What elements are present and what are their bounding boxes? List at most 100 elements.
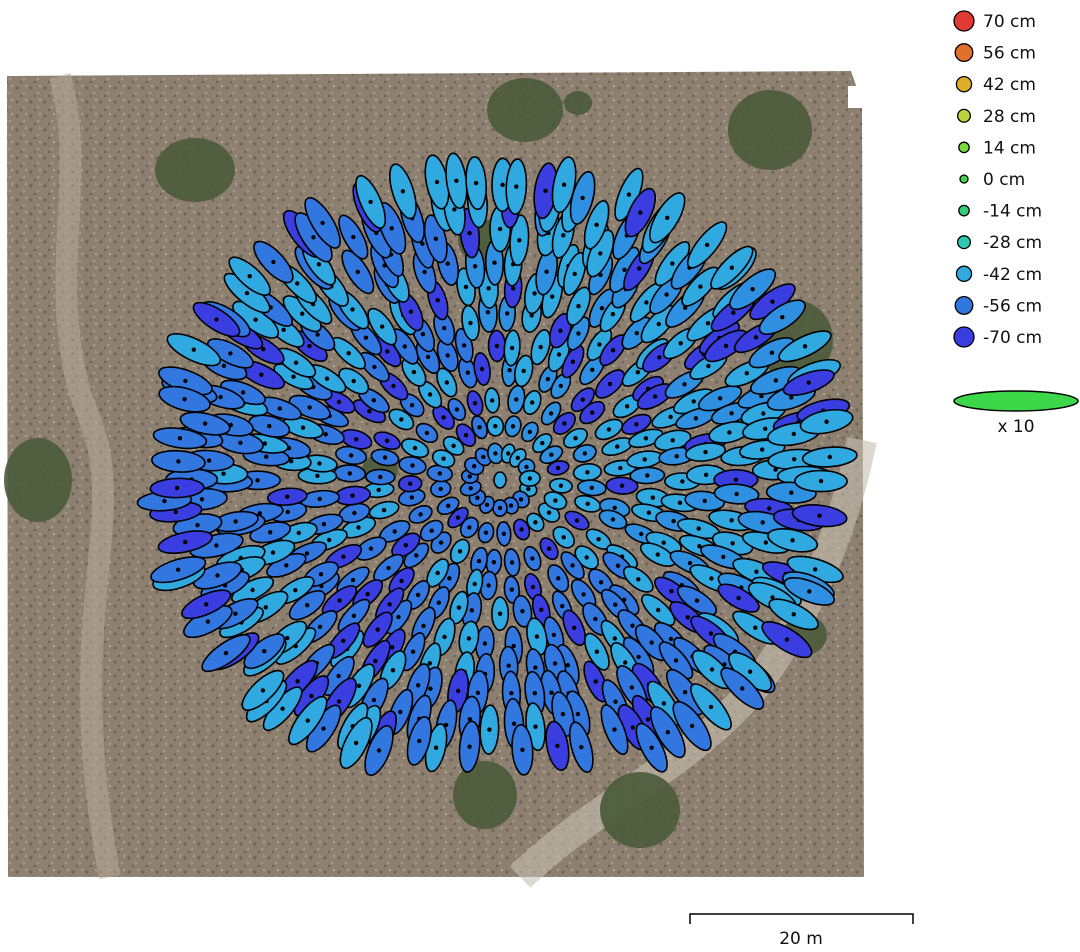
camera-position-dot <box>729 518 734 523</box>
camera-position-dot <box>400 189 406 194</box>
camera-position-dot <box>506 451 511 456</box>
camera-position-dot <box>240 390 246 395</box>
camera-position-dot <box>562 421 567 426</box>
camera-position-dot <box>410 649 416 654</box>
camera-position-dot <box>670 438 675 443</box>
camera-position-dot <box>517 238 522 243</box>
camera-position-dot <box>402 344 407 349</box>
camera-position-dot <box>519 527 524 532</box>
camera-position-dot <box>594 649 600 654</box>
camera-position-dot <box>375 627 380 632</box>
camera-position-dot <box>267 423 272 429</box>
camera-position-dot <box>373 658 378 664</box>
camera-position-dot <box>296 530 301 536</box>
camera-position-dot <box>630 725 636 730</box>
camera-position-dot <box>422 269 427 275</box>
camera-position-dot <box>767 506 772 511</box>
camera-position-dot <box>572 625 577 630</box>
camera-position-dot <box>261 347 266 352</box>
camera-position-dot <box>482 641 488 646</box>
camera-position-dot <box>195 523 200 528</box>
camera-position-dot <box>582 451 587 456</box>
camera-position-dot <box>635 370 640 375</box>
camera-position-dot <box>270 550 276 555</box>
camera-position-dot <box>560 711 566 717</box>
camera-position-dot <box>546 510 552 515</box>
camera-position-dot <box>817 513 822 518</box>
legend-label: -56 cm <box>983 296 1042 316</box>
legend-swatch <box>958 204 970 217</box>
camera-position-dot <box>664 292 669 297</box>
camera-position-dot <box>481 454 486 460</box>
camera-position-dot <box>176 459 181 464</box>
camera-position-dot <box>511 286 516 291</box>
scale-ellipse <box>953 390 1079 412</box>
camera-position-dot <box>610 517 616 522</box>
camera-position-dot <box>644 300 649 305</box>
camera-position-dot <box>570 563 575 568</box>
camera-position-dot <box>556 352 562 357</box>
camera-position-dot <box>630 623 635 628</box>
camera-position-dot <box>514 397 519 402</box>
camera-position-dot <box>508 503 514 508</box>
camera-position-dot <box>173 509 178 515</box>
camera-position-dot <box>646 510 652 515</box>
camera-position-dot <box>316 262 322 267</box>
camera-position-dot <box>532 691 537 696</box>
camera-position-dot <box>594 222 599 227</box>
camera-position-dot <box>593 679 598 684</box>
legend-swatch <box>956 108 972 123</box>
camera-position-dot <box>497 505 503 511</box>
camera-position-dot <box>285 494 290 499</box>
camera-position-dot <box>790 538 795 543</box>
camera-position-dot <box>348 453 354 458</box>
camera-position-dot <box>612 636 617 641</box>
camera-position-dot <box>466 636 472 641</box>
camera-position-dot <box>455 515 461 520</box>
photo-gap <box>848 86 864 108</box>
legend-swatch <box>956 235 972 250</box>
camera-position-dot <box>555 465 561 471</box>
camera-position-dot <box>399 417 404 422</box>
camera-position-dot <box>558 383 563 389</box>
camera-position-dot <box>677 500 683 505</box>
camera-position-dot <box>509 691 514 696</box>
camera-position-dot <box>454 178 459 183</box>
camera-position-dot <box>472 264 478 269</box>
camera-position-dot <box>427 392 433 397</box>
camera-position-dot <box>665 730 670 735</box>
camera-position-dot <box>476 558 482 564</box>
camera-position-dot <box>262 649 267 654</box>
camera-position-dot <box>590 367 595 372</box>
camera-position-dot <box>336 399 342 405</box>
camera-position-dot <box>733 477 739 482</box>
camera-position-dot <box>293 360 299 365</box>
camera-position-dot <box>293 588 298 593</box>
camera-position-dot <box>780 315 785 320</box>
camera-position-dot <box>500 182 505 187</box>
camera-position-dot <box>637 266 642 271</box>
camera-position-dot <box>409 495 414 500</box>
camera-position-dot <box>678 341 683 346</box>
camera-position-dot <box>552 661 558 666</box>
camera-position-dot <box>403 543 408 548</box>
camera-position-dot <box>291 374 296 379</box>
camera-position-dot <box>300 311 305 316</box>
camera-position-dot <box>438 540 444 545</box>
camera-position-dot <box>580 397 585 402</box>
camera-position-dot <box>533 520 538 525</box>
camera-position-dot <box>472 581 477 587</box>
camera-position-dot <box>682 690 688 695</box>
camera-position-dot <box>520 747 525 752</box>
camera-position-dot <box>606 427 612 432</box>
camera-position-dot <box>376 487 381 493</box>
camera-position-dot <box>307 343 312 349</box>
camera-position-dot <box>656 321 661 327</box>
camera-position-dot <box>763 426 768 431</box>
camera-position-dot <box>703 449 708 455</box>
camera-position-dot <box>618 465 623 471</box>
camera-position-dot <box>622 267 627 272</box>
camera-position-dot <box>490 398 495 403</box>
camera-position-dot <box>284 563 289 568</box>
